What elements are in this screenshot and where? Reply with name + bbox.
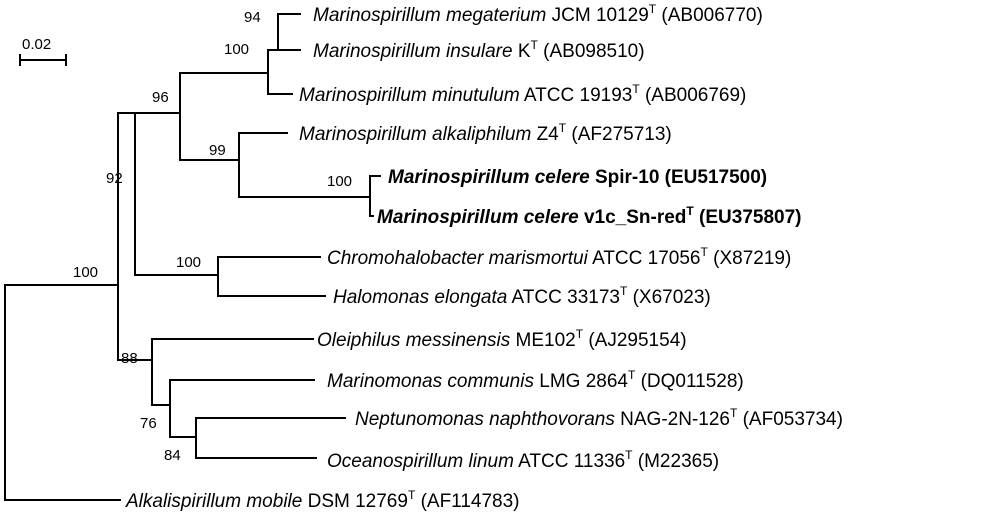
leaf-label-celere-v1c: Marinospirillum celere v1c_Sn-redT (EU37…: [377, 204, 802, 228]
branch-node-chromo-halo: [134, 256, 326, 297]
tree-branches: [4, 13, 381, 501]
bootstrap-values: 94 100 96 99 100 92 100 100 88 76 84: [73, 9, 352, 464]
bootstrap-label: 100: [73, 264, 98, 281]
leaf-label-celere-spir10: Marinospirillum celere Spir-10 (EU517500…: [388, 167, 767, 188]
bootstrap-label: 94: [244, 9, 261, 26]
branch-node-76: [151, 379, 315, 438]
leaf-label-insulare: Marinospirillum insulare KT (AB098510): [313, 38, 645, 62]
branch-node-99: [179, 132, 288, 198]
leaf-label-minutulum: Marinospirillum minutulum ATCC 19193T (A…: [299, 82, 746, 106]
bootstrap-label: 84: [164, 447, 181, 464]
bootstrap-label: 99: [209, 142, 226, 159]
leaf-label-chromohalobacter: Chromohalobacter marismortui ATCC 17056T…: [327, 245, 791, 269]
branch-node-96: [134, 72, 181, 161]
leaf-label-megaterium: Marinospirillum megaterium JCM 10129T (A…: [313, 2, 763, 26]
branch-node-88: [117, 338, 314, 406]
leaf-label-alkaliphilum: Marinospirillum alkaliphilum Z4T (AF2757…: [299, 121, 672, 145]
branch-node-100-a: [179, 49, 293, 95]
leaf-labels: Marinospirillum megaterium JCM 10129T (A…: [125, 2, 843, 512]
leaf-label-marinomonas: Marinomonas communis LMG 2864T (DQ011528…: [327, 368, 744, 392]
branch-node-94: [267, 13, 301, 51]
leaf-label-oleiphilus: Oleiphilus messinensis ME102T (AJ295154): [317, 327, 687, 351]
branch-node-84: [169, 417, 346, 459]
scale-bar-label: 0.02: [22, 36, 51, 53]
scale-bar: 0.02: [19, 36, 67, 66]
bootstrap-label: 92: [106, 170, 123, 187]
leaf-label-halomonas: Halomonas elongata ATCC 33173T (X67023): [333, 284, 711, 308]
bootstrap-label: 100: [327, 173, 352, 190]
bootstrap-label: 100: [176, 254, 201, 271]
leaf-label-alkalispirillum: Alkalispirillum mobile DSM 12769T (AF114…: [125, 488, 520, 512]
leaf-label-neptunomonas: Neptunomonas naphthovorans NAG-2N-126T (…: [355, 406, 843, 430]
bootstrap-label: 88: [121, 350, 138, 367]
bootstrap-label: 100: [224, 41, 249, 58]
leaf-label-oceanospirillum: Oceanospirillum linum ATCC 11336T (M2236…: [327, 448, 719, 472]
bootstrap-label: 96: [152, 89, 169, 106]
branch-node-92: [117, 112, 136, 276]
branch-node-celere: [238, 175, 381, 217]
bootstrap-label: 76: [140, 415, 157, 432]
branch-root: [4, 284, 121, 501]
